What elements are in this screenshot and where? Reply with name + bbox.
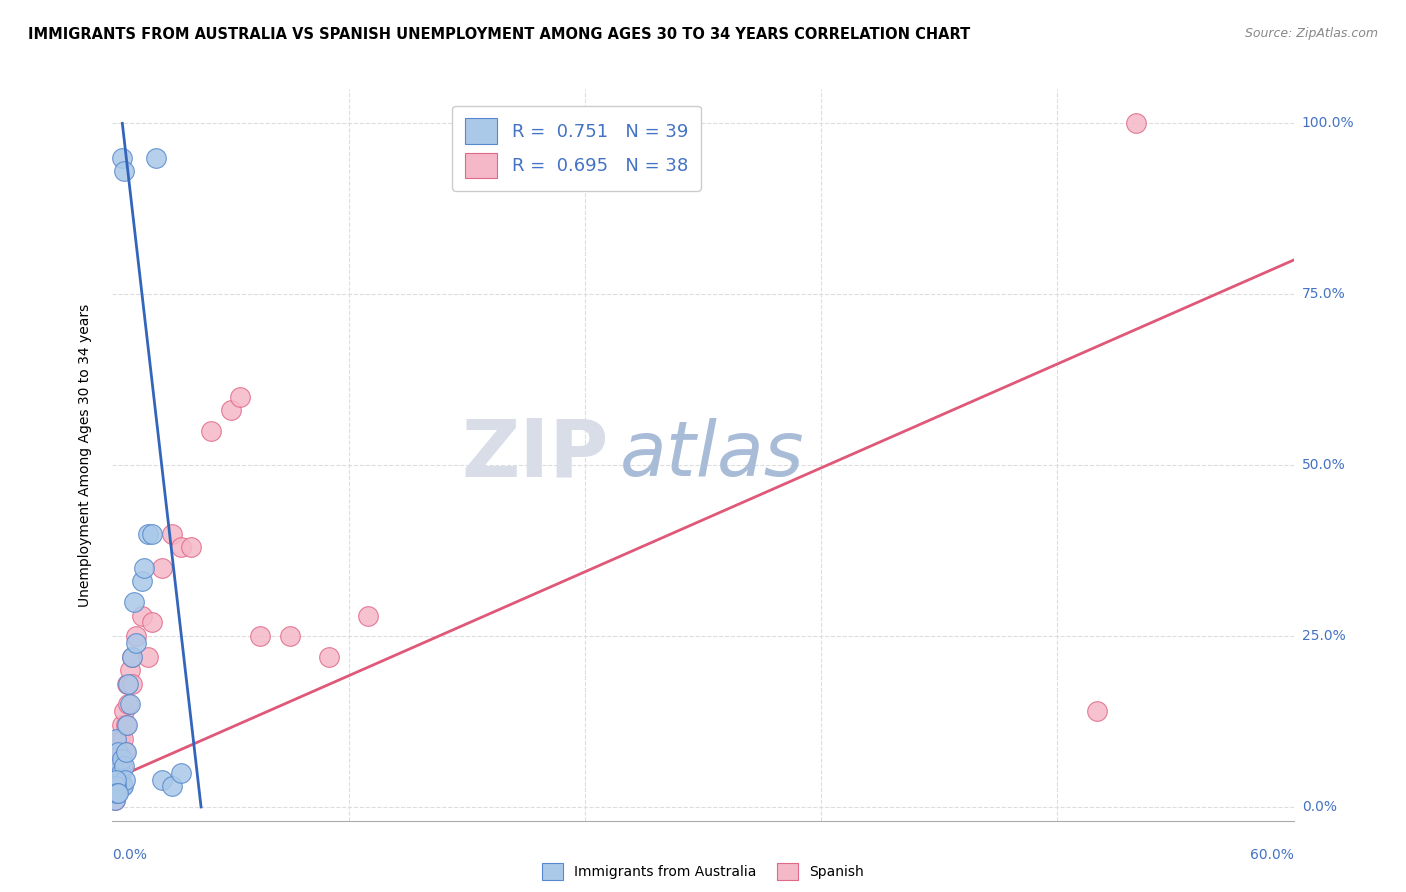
Point [107,786,129,800]
Point [117,698,139,712]
Point [229,390,252,404]
Point [121,649,143,664]
Point [170,765,193,780]
Point [111,759,134,773]
Point [104,780,127,794]
Point [104,793,127,807]
Point [110,731,132,746]
Point [1125,116,1147,130]
Point [170,540,193,554]
Point [160,780,183,794]
Point [122,595,145,609]
Point [125,629,148,643]
Point [150,772,173,787]
Point [114,772,136,787]
Point [108,765,131,780]
Point [136,526,159,541]
Point [105,780,128,794]
Point [105,780,128,794]
Point [105,772,128,787]
Point [131,574,153,589]
Point [110,780,132,794]
Point [125,636,148,650]
Point [120,698,142,712]
Point [112,731,135,746]
Point [112,780,135,794]
Point [112,704,135,718]
Text: IMMIGRANTS FROM AUSTRALIA VS SPANISH UNEMPLOYMENT AMONG AGES 30 TO 34 YEARS CORR: IMMIGRANTS FROM AUSTRALIA VS SPANISH UNE… [28,27,970,42]
Point [103,786,125,800]
Point [105,731,128,746]
Point [110,772,132,787]
Point [115,718,138,732]
Point [115,718,138,732]
Point [111,780,134,794]
Point [115,745,138,759]
Text: 60.0%: 60.0% [1250,848,1294,863]
Point [107,759,129,773]
Point [111,718,134,732]
Legend: Immigrants from Australia, Spanish: Immigrants from Australia, Spanish [543,863,863,880]
Point [111,752,134,766]
Point [136,649,159,664]
Point [108,759,131,773]
Point [103,786,125,800]
Text: 50.0%: 50.0% [1302,458,1346,472]
Text: 0.0%: 0.0% [1302,800,1337,814]
Point [141,526,163,541]
Point [219,403,242,417]
Point [318,649,340,664]
Point [114,745,136,759]
Text: atlas: atlas [620,418,804,491]
Point [131,608,153,623]
Point [110,745,132,759]
Point [121,677,143,691]
Point [200,424,222,438]
Point [110,765,132,780]
Point [112,164,135,178]
Point [107,745,129,759]
Point [1085,704,1108,718]
Point [107,745,129,759]
Point [357,608,380,623]
Point [107,772,129,787]
Point [111,151,134,165]
Point [107,772,129,787]
Point [160,526,183,541]
Text: ZIP: ZIP [461,416,609,494]
Point [278,629,301,643]
Point [115,677,138,691]
Point [249,629,271,643]
Y-axis label: Unemployment Among Ages 30 to 34 years: Unemployment Among Ages 30 to 34 years [77,303,91,607]
Point [120,663,142,677]
Point [132,560,155,574]
Text: 100.0%: 100.0% [1302,116,1354,130]
Text: 25.0%: 25.0% [1302,629,1346,643]
Point [145,151,167,165]
Point [105,765,128,780]
Point [180,540,202,554]
Text: Source: ZipAtlas.com: Source: ZipAtlas.com [1244,27,1378,40]
Point [121,649,143,664]
Point [103,786,125,800]
Point [112,759,135,773]
Point [104,793,127,807]
Text: 0.0%: 0.0% [112,848,148,863]
Point [107,786,129,800]
Text: 75.0%: 75.0% [1302,287,1346,301]
Point [150,560,173,574]
Point [105,765,128,780]
Point [141,615,163,630]
Point [117,677,139,691]
Point [107,780,129,794]
